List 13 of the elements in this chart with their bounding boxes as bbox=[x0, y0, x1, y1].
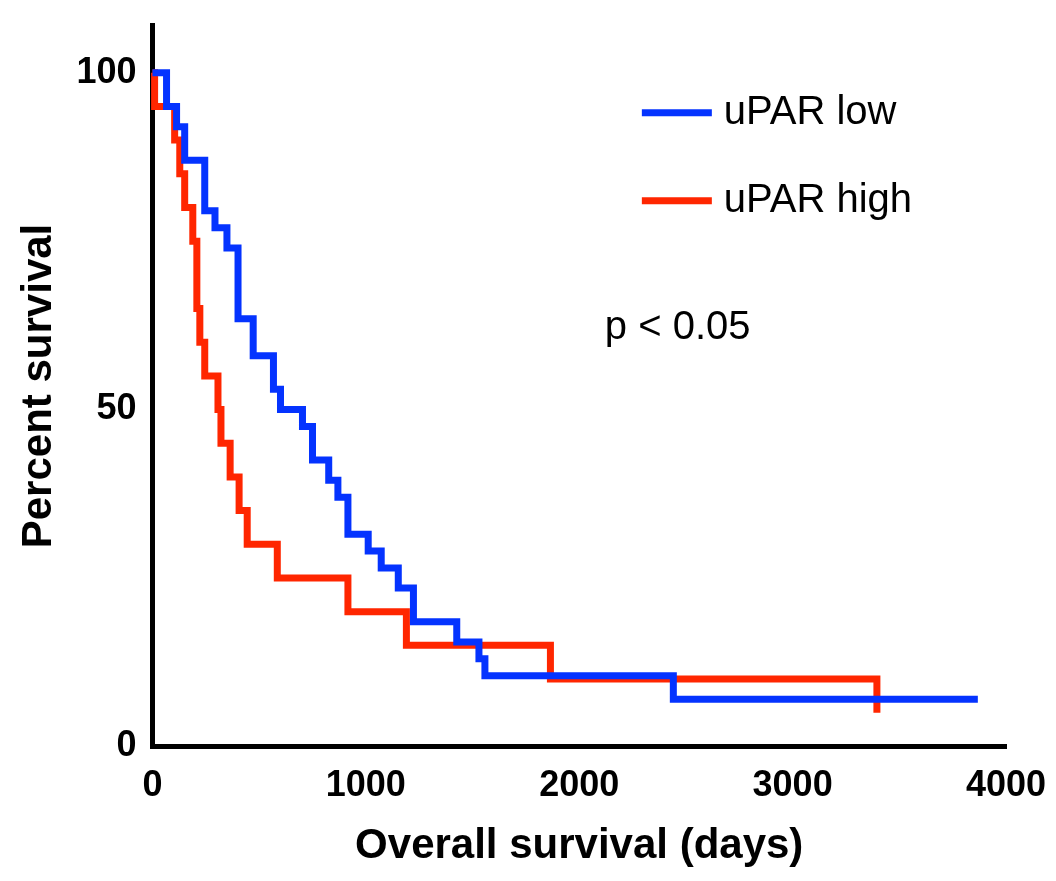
x-tick-label: 1000 bbox=[325, 762, 406, 804]
x-tick-label: 2000 bbox=[539, 762, 620, 804]
y-tick-label: 50 bbox=[96, 386, 137, 428]
x-axis-title: Overall survival (days) bbox=[355, 820, 804, 868]
x-tick-label: 3000 bbox=[752, 762, 833, 804]
x-tick-label: 0 bbox=[142, 762, 163, 804]
legend-label: uPAR high bbox=[723, 175, 913, 220]
x-tick-label: 4000 bbox=[965, 762, 1047, 804]
y-tick-label: 100 bbox=[76, 49, 137, 91]
legend-label: uPAR low bbox=[723, 87, 897, 132]
y-axis-title: Percent survival bbox=[12, 223, 60, 549]
y-tick-label: 0 bbox=[116, 723, 137, 765]
annotation: p < 0.05 bbox=[604, 303, 751, 348]
